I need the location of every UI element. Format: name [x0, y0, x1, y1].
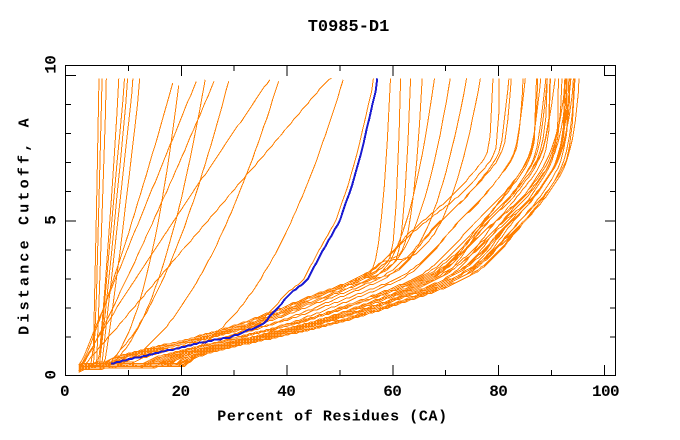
svg-text:Distance Cutoff, A: Distance Cutoff, A	[17, 115, 34, 335]
svg-text:10: 10	[43, 56, 61, 74]
svg-text:80: 80	[489, 383, 507, 401]
svg-text:60: 60	[383, 383, 401, 401]
svg-text:5: 5	[43, 216, 61, 225]
svg-text:0: 0	[43, 370, 61, 379]
svg-text:0: 0	[60, 383, 69, 401]
svg-text:100: 100	[592, 383, 619, 401]
svg-text:40: 40	[277, 383, 295, 401]
svg-text:20: 20	[171, 383, 189, 401]
svg-text:T0985-D1: T0985-D1	[308, 18, 390, 37]
svg-text:Percent of Residues (CA): Percent of Residues (CA)	[217, 409, 447, 426]
